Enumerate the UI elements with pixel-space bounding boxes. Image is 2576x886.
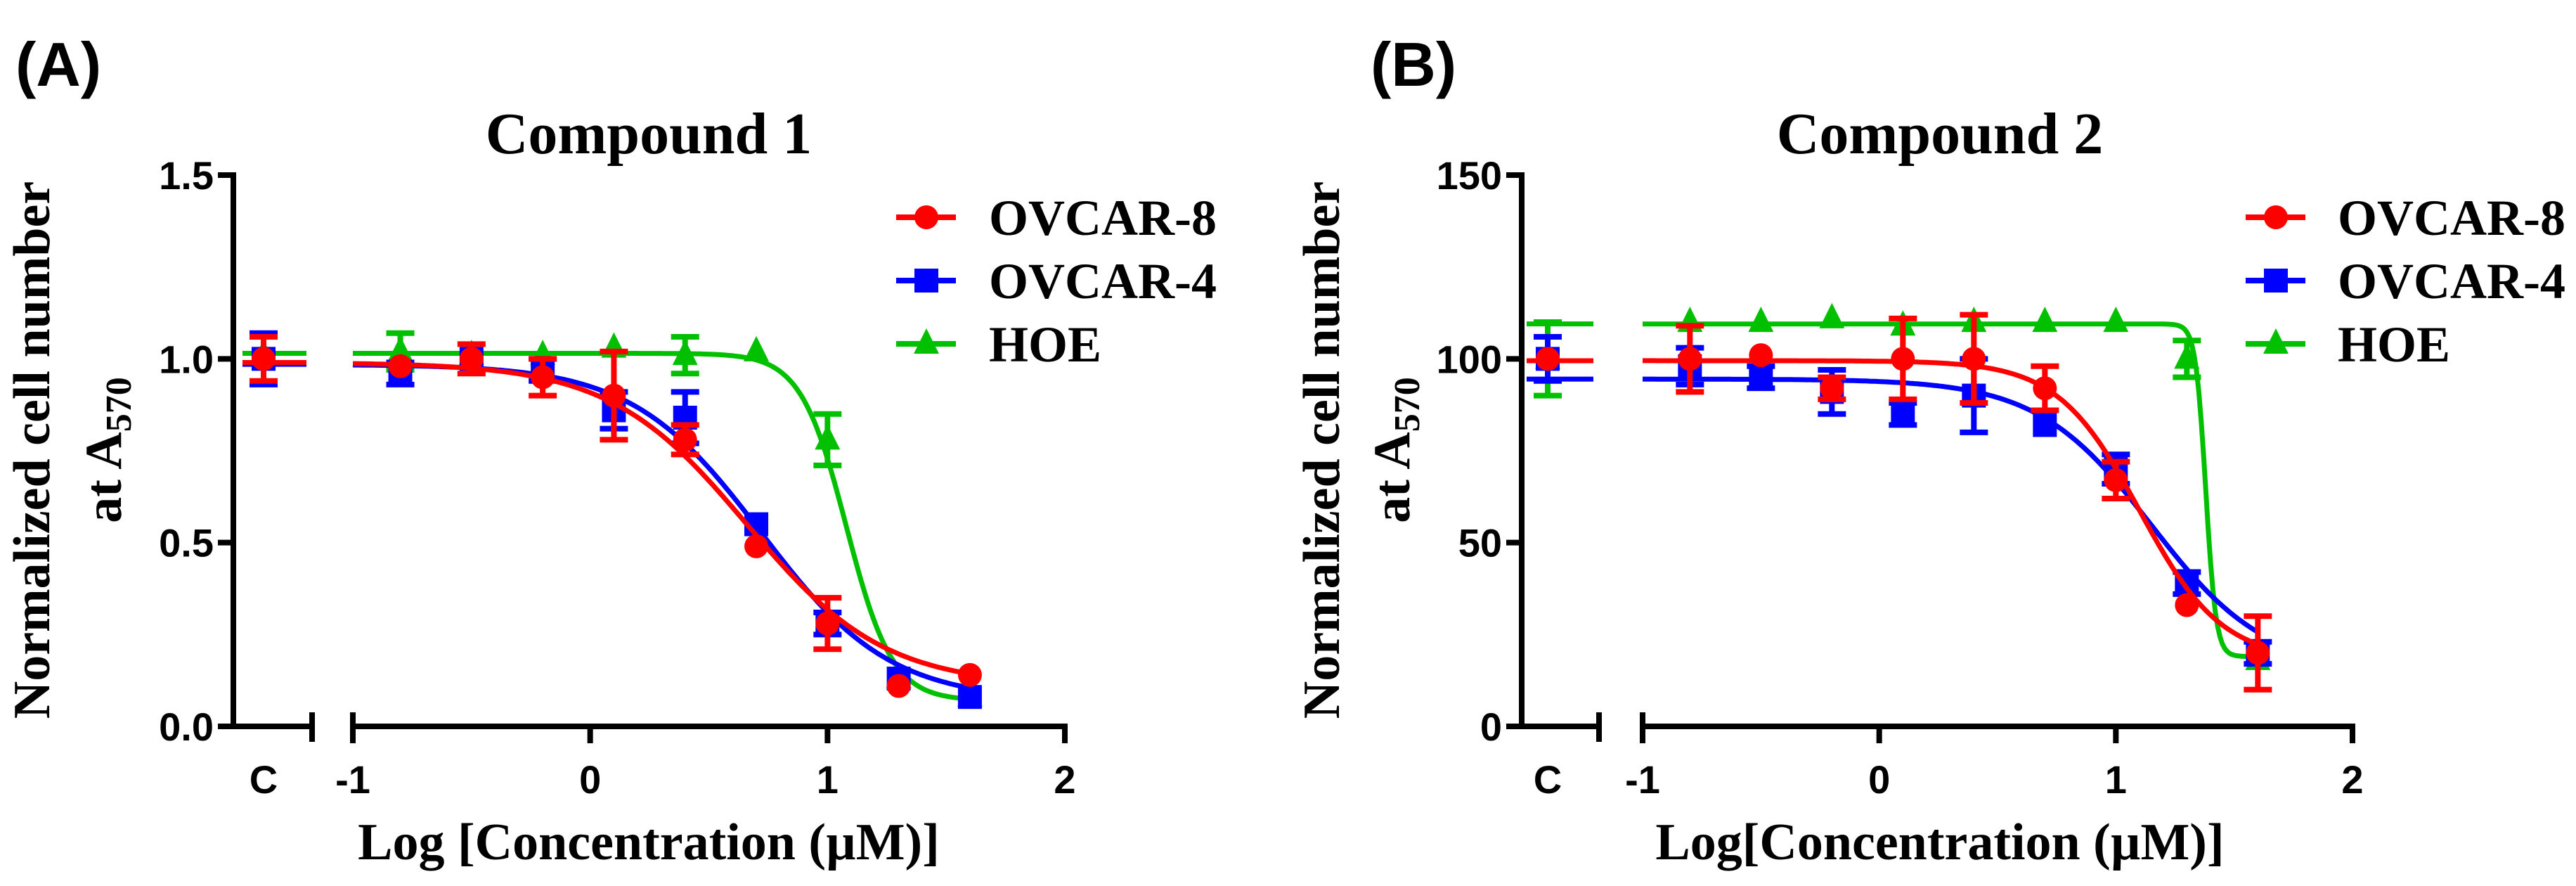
data-point	[531, 365, 555, 390]
legend-label: HOE	[2338, 316, 2450, 373]
x-tick-label: 2	[1054, 757, 1075, 802]
data-point	[1891, 347, 1915, 371]
legend-label: OVCAR-8	[2338, 190, 2565, 246]
series-ovcar-8	[242, 333, 982, 698]
fit-curve	[352, 361, 971, 676]
data-point	[957, 685, 982, 710]
y-axis-title-line2: at A570	[75, 377, 139, 523]
data-point	[1748, 307, 1774, 333]
data-point	[886, 674, 911, 698]
legend-item: OVCAR-8	[896, 190, 1217, 246]
legend-label: OVCAR-4	[989, 253, 1217, 309]
legend-label: OVCAR-4	[2338, 253, 2565, 309]
y-tick-label: 50	[1458, 521, 1502, 565]
series-ovcar-8	[1527, 312, 2272, 693]
legend-marker	[2263, 328, 2289, 354]
data-point	[815, 611, 840, 636]
data-point	[1820, 376, 1844, 401]
data-point	[459, 347, 484, 371]
data-point	[815, 424, 841, 450]
legend-marker	[914, 328, 939, 354]
axes: 0.0 0.5 1.0 1.5 C -1 0 1 2	[159, 153, 1075, 802]
data-point	[2104, 468, 2128, 492]
fit-curve	[352, 362, 971, 691]
data-point	[1749, 343, 1773, 368]
chart-title: Compound 1	[486, 101, 813, 167]
y-tick-label: 0.0	[159, 705, 214, 749]
legend-marker	[914, 269, 938, 293]
data-point	[1678, 347, 1702, 371]
x-tick-label: 2	[2341, 757, 2363, 802]
legend-item: HOE	[896, 316, 1101, 373]
data-point	[387, 335, 413, 361]
data-point	[673, 428, 697, 452]
legend: OVCAR-8 OVCAR-4 HOE	[896, 190, 1217, 373]
data-point	[2103, 307, 2129, 333]
x-tick-label: 1	[817, 757, 839, 802]
data-point	[1819, 302, 1845, 328]
x-tick-label: 1	[2105, 757, 2127, 802]
data-point	[2032, 307, 2058, 333]
legend-label: OVCAR-8	[989, 190, 1217, 246]
y-tick-label: 1.0	[159, 337, 214, 381]
y-tick-label: 1.5	[159, 153, 214, 198]
data-point-control	[252, 347, 276, 371]
data-point	[602, 383, 626, 408]
legend-marker	[2264, 205, 2288, 229]
x-axis-title: Log[Concentration (µM)]	[1655, 814, 2224, 871]
legend-item: HOE	[2246, 316, 2450, 373]
legend-marker	[914, 205, 938, 229]
axes: 0 50 100 150 C -1 0 1 2	[1437, 153, 2364, 802]
fit-curve	[1643, 358, 2259, 647]
panel-b: (B) Compound 2 Normalized cell number at…	[1293, 30, 2565, 871]
panel-label: (A)	[15, 30, 101, 99]
legend-item: OVCAR-4	[896, 253, 1217, 309]
legend-item: OVCAR-8	[2246, 190, 2565, 246]
legend-label: HOE	[989, 316, 1101, 373]
plot-area	[242, 330, 983, 710]
panel-a: (A) Compound 1 Normalized cell number at…	[4, 30, 1217, 871]
legend-marker	[2264, 269, 2288, 293]
y-tick-label: 0.5	[159, 521, 214, 565]
x-axis-title: Log [Concentration (µM)]	[358, 814, 940, 871]
data-point-control	[1536, 347, 1560, 371]
data-point	[1891, 402, 1915, 426]
data-point	[2246, 641, 2270, 665]
chart-title: Compound 2	[1777, 101, 2104, 167]
data-point	[744, 534, 769, 558]
panel-label: (B)	[1371, 30, 1456, 99]
data-point	[2033, 376, 2057, 401]
data-point	[957, 662, 982, 687]
x-tick-label: 0	[1868, 757, 1890, 802]
data-point	[2175, 593, 2199, 617]
legend: OVCAR-8 OVCAR-4 HOE	[2246, 190, 2565, 373]
legend-item: OVCAR-4	[2246, 253, 2565, 309]
fit-curve	[1643, 321, 2258, 660]
data-point	[744, 335, 770, 361]
y-axis-title-line2: at A570	[1364, 377, 1428, 523]
data-point	[1962, 347, 1986, 371]
data-point	[2033, 413, 2057, 437]
y-axis-title-line1: Normalized cell number	[4, 181, 61, 719]
data-point	[388, 354, 413, 378]
plot-area	[1527, 302, 2272, 693]
data-point	[672, 340, 698, 366]
y-tick-label: 0	[1480, 705, 1502, 749]
data-point	[2174, 343, 2200, 369]
y-tick-label: 100	[1437, 337, 1502, 381]
series-ovcar-4	[1527, 333, 2272, 667]
x-tick-label: -1	[1625, 757, 1660, 802]
data-point	[1749, 365, 1773, 390]
x-tick-label: 0	[579, 757, 601, 802]
y-axis-title-line1: Normalized cell number	[1293, 181, 1351, 719]
y-tick-label: 150	[1437, 153, 1502, 198]
x-tick-label-control: C	[1534, 757, 1562, 802]
x-tick-label: -1	[335, 757, 370, 802]
fit-curve	[353, 351, 971, 702]
x-tick-label-control: C	[250, 757, 278, 802]
fit-curve	[1643, 376, 2260, 634]
